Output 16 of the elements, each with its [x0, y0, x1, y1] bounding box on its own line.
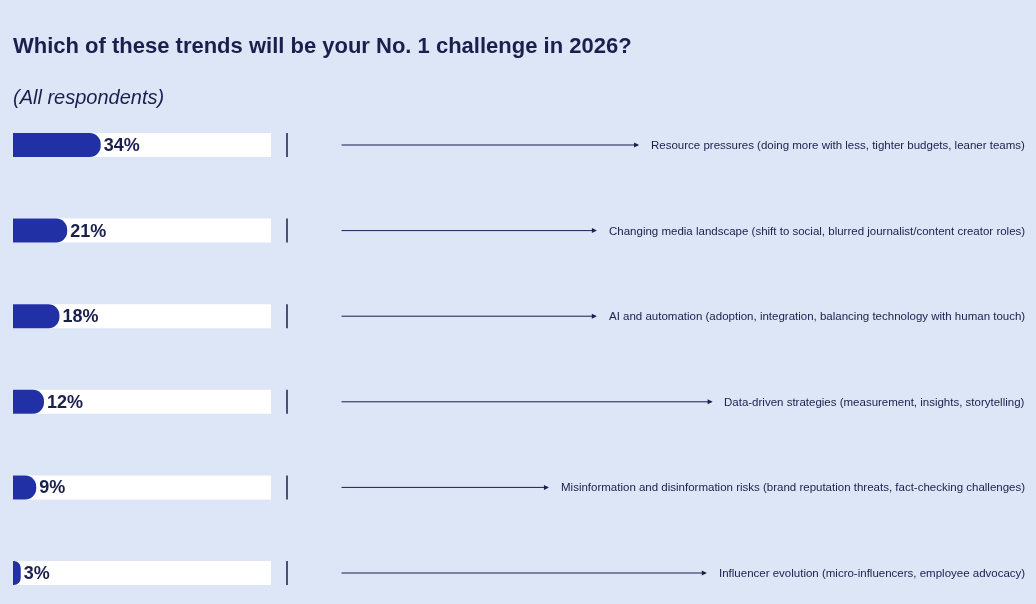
bar	[13, 304, 60, 329]
chart-subtitle: (All respondents)	[13, 86, 165, 109]
data-label: 9%	[39, 477, 66, 498]
data-label: 21%	[70, 220, 107, 241]
y-tick-label: Influencer evolution (micro-influencers, employee advocacy)	[719, 567, 1026, 579]
data-label: 3%	[23, 563, 50, 583]
data-label: 18%	[62, 306, 99, 327]
y-tick-label: Data-driven strategies (measurement, insights, storytelling)	[724, 396, 1025, 408]
y-tick-label: AI and automation (adoption, integration, balancing technology with human touch)	[609, 310, 1026, 322]
data-label: 12%	[46, 391, 83, 412]
y-tick-label: Misinformation and disinformation risks (brand reputation threats, fact-checking challenges)	[561, 481, 1026, 493]
y-tick-label: Resource pressures (doing more with less, tighter budgets, leaner teams)	[651, 139, 1026, 151]
bar	[13, 218, 68, 243]
text: Which of these trends will be your No. 1 challenge in 2026?	[13, 33, 632, 59]
data-label: 34%	[103, 135, 140, 155]
y-tick-label: Changing media landscape (shift to social, blurred journalist/content creator roles)	[609, 225, 1026, 237]
